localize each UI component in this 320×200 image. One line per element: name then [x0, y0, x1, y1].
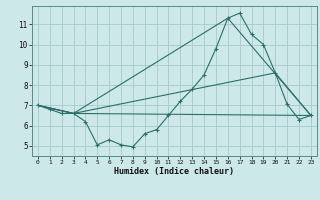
X-axis label: Humidex (Indice chaleur): Humidex (Indice chaleur)	[115, 167, 234, 176]
